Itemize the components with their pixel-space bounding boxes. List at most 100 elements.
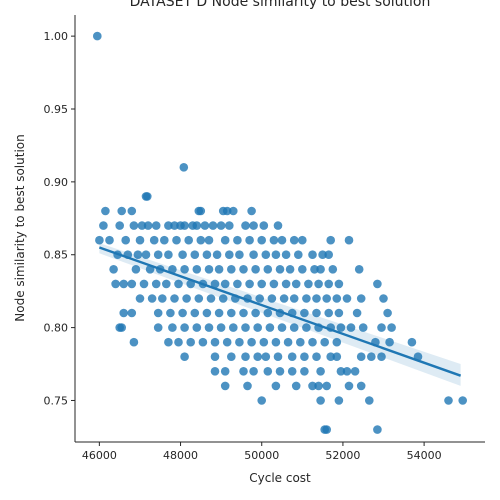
data-point: [367, 352, 376, 362]
data-point: [245, 279, 254, 289]
data-point: [271, 250, 281, 259]
data-point: [227, 308, 236, 318]
data-point: [336, 323, 346, 332]
data-point: [312, 308, 321, 318]
data-point: [153, 308, 163, 318]
data-point: [350, 367, 360, 376]
data-point: [354, 265, 364, 274]
x-tick-label: 54000: [407, 449, 442, 462]
data-point: [192, 323, 202, 332]
data-point: [202, 308, 212, 318]
data-point: [127, 279, 137, 289]
data-point: [287, 352, 297, 362]
data-point: [204, 323, 214, 332]
data-point: [336, 367, 346, 376]
data-point: [251, 308, 260, 318]
data-point: [259, 337, 269, 347]
y-tick-label: 0.85: [44, 249, 69, 262]
data-point: [377, 323, 386, 332]
data-point: [261, 352, 271, 362]
data-point: [194, 294, 204, 303]
data-point: [133, 250, 143, 259]
data-point: [314, 279, 323, 289]
data-point: [206, 294, 216, 303]
data-point: [291, 279, 301, 289]
data-point: [170, 221, 179, 230]
data-point: [135, 235, 145, 245]
data-point: [158, 294, 167, 303]
data-point: [377, 352, 386, 362]
data-point: [180, 221, 189, 230]
chart-title: DATASET D Node similarity to best soluti…: [130, 0, 431, 10]
data-point: [324, 279, 334, 289]
data-point: [352, 308, 362, 318]
data-point: [261, 250, 271, 259]
data-point: [273, 221, 283, 230]
data-point: [117, 206, 126, 216]
y-tick-label: 0.75: [44, 394, 69, 407]
data-point: [111, 279, 120, 289]
data-point: [263, 308, 273, 318]
data-point: [229, 206, 238, 216]
data-point: [322, 381, 332, 391]
data-point: [298, 235, 307, 245]
data-point: [302, 294, 311, 303]
data-point: [269, 279, 279, 289]
data-point: [265, 323, 275, 332]
data-point: [229, 323, 238, 332]
data-point: [444, 396, 453, 405]
data-point: [200, 221, 210, 230]
data-point: [267, 294, 277, 303]
data-point: [251, 265, 260, 274]
data-point: [109, 265, 118, 274]
data-point: [249, 221, 258, 230]
data-point: [458, 396, 468, 405]
data-point: [153, 323, 163, 332]
data-point: [383, 308, 392, 318]
data-point: [99, 221, 108, 230]
data-point: [316, 265, 325, 274]
data-point: [172, 235, 181, 245]
x-axis-label: Cycle cost: [249, 471, 311, 485]
data-point: [387, 323, 396, 332]
data-point: [334, 308, 344, 318]
data-point: [204, 235, 214, 245]
data-point: [346, 323, 356, 332]
data-point: [180, 323, 189, 332]
data-point: [277, 235, 287, 245]
data-point: [222, 337, 232, 347]
data-point: [235, 250, 244, 259]
data-point: [105, 235, 114, 245]
regression-line: [98, 246, 462, 377]
data-point: [227, 352, 236, 362]
data-point: [179, 163, 189, 172]
data-point: [308, 250, 317, 259]
data-point: [216, 323, 226, 332]
data-point: [210, 337, 220, 347]
data-point: [257, 279, 267, 289]
data-point: [222, 206, 232, 216]
data-point: [300, 352, 309, 362]
y-tick-label: 1.00: [44, 30, 69, 43]
data-point: [166, 308, 175, 318]
data-point: [304, 279, 313, 289]
data-point: [101, 206, 110, 216]
data-point: [326, 352, 336, 362]
data-point: [287, 367, 297, 376]
data-point: [241, 352, 250, 362]
data-point: [241, 323, 250, 332]
data-point: [334, 396, 344, 405]
data-point: [121, 235, 130, 245]
y-axis-label: Node similarity to best solution: [13, 134, 27, 321]
data-point: [174, 279, 183, 289]
data-point: [281, 279, 291, 289]
data-point: [342, 367, 352, 376]
data-point: [129, 337, 139, 347]
data-point: [302, 323, 311, 332]
data-point: [326, 235, 336, 245]
data-point: [220, 235, 230, 245]
data-point: [322, 425, 332, 434]
data-point: [170, 294, 179, 303]
data-point: [131, 265, 141, 274]
data-point: [273, 352, 283, 362]
